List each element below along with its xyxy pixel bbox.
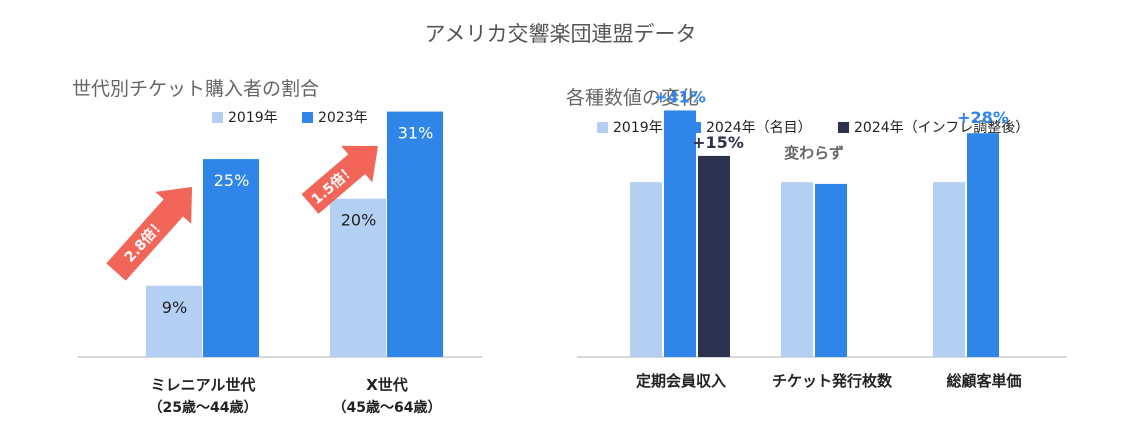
legend-label: 2019年 (228, 110, 278, 126)
growth-arrow (301, 145, 378, 214)
bar (967, 133, 999, 357)
x-tick-sublabel: （25歳〜44歳） (149, 399, 258, 416)
legend-label: 2024年（名目） (706, 120, 812, 136)
legend-swatch (838, 122, 849, 133)
legend-swatch (302, 112, 313, 123)
legend-label: 2024年（インフレ調整後） (854, 120, 1029, 136)
legend-swatch (597, 122, 608, 133)
bar (330, 198, 386, 357)
change-label: +41% (654, 87, 706, 106)
change-label: +15% (692, 133, 744, 152)
page-title: アメリカ交響楽団連盟データ (424, 22, 697, 46)
change-label: 変わらず (784, 144, 844, 162)
legend-label: 2023年 (318, 110, 368, 126)
bar (698, 155, 730, 357)
x-tick-label: 定期会員収入 (636, 372, 726, 390)
legend-label: 2019年 (613, 120, 663, 136)
legend-swatch (212, 112, 223, 123)
bar-data-label: 9% (162, 298, 187, 317)
bar-data-label: 25% (214, 171, 250, 190)
change-label: +28% (957, 108, 1009, 127)
bar (781, 182, 813, 357)
bar (664, 110, 696, 358)
bar (933, 182, 965, 357)
bar (203, 159, 259, 357)
bar-data-label: 20% (341, 211, 377, 230)
x-tick-label: ミレニアル世代 (151, 376, 256, 394)
bar (146, 285, 202, 357)
right-chart-title: 各種数値の変化 (566, 87, 700, 109)
bar (815, 183, 847, 357)
bar (387, 111, 443, 357)
x-tick-label: チケット発行枚数 (772, 372, 893, 390)
growth-arrow (106, 187, 192, 281)
x-tick-label: 総顧客単価 (946, 372, 1021, 390)
bar (630, 182, 662, 357)
x-tick-sublabel: （45歳〜64歳） (333, 399, 442, 416)
x-tick-label: X世代 (366, 376, 408, 394)
bar-data-label: 31% (398, 124, 434, 143)
left-chart-title: 世代別チケット購入者の割合 (72, 78, 320, 100)
